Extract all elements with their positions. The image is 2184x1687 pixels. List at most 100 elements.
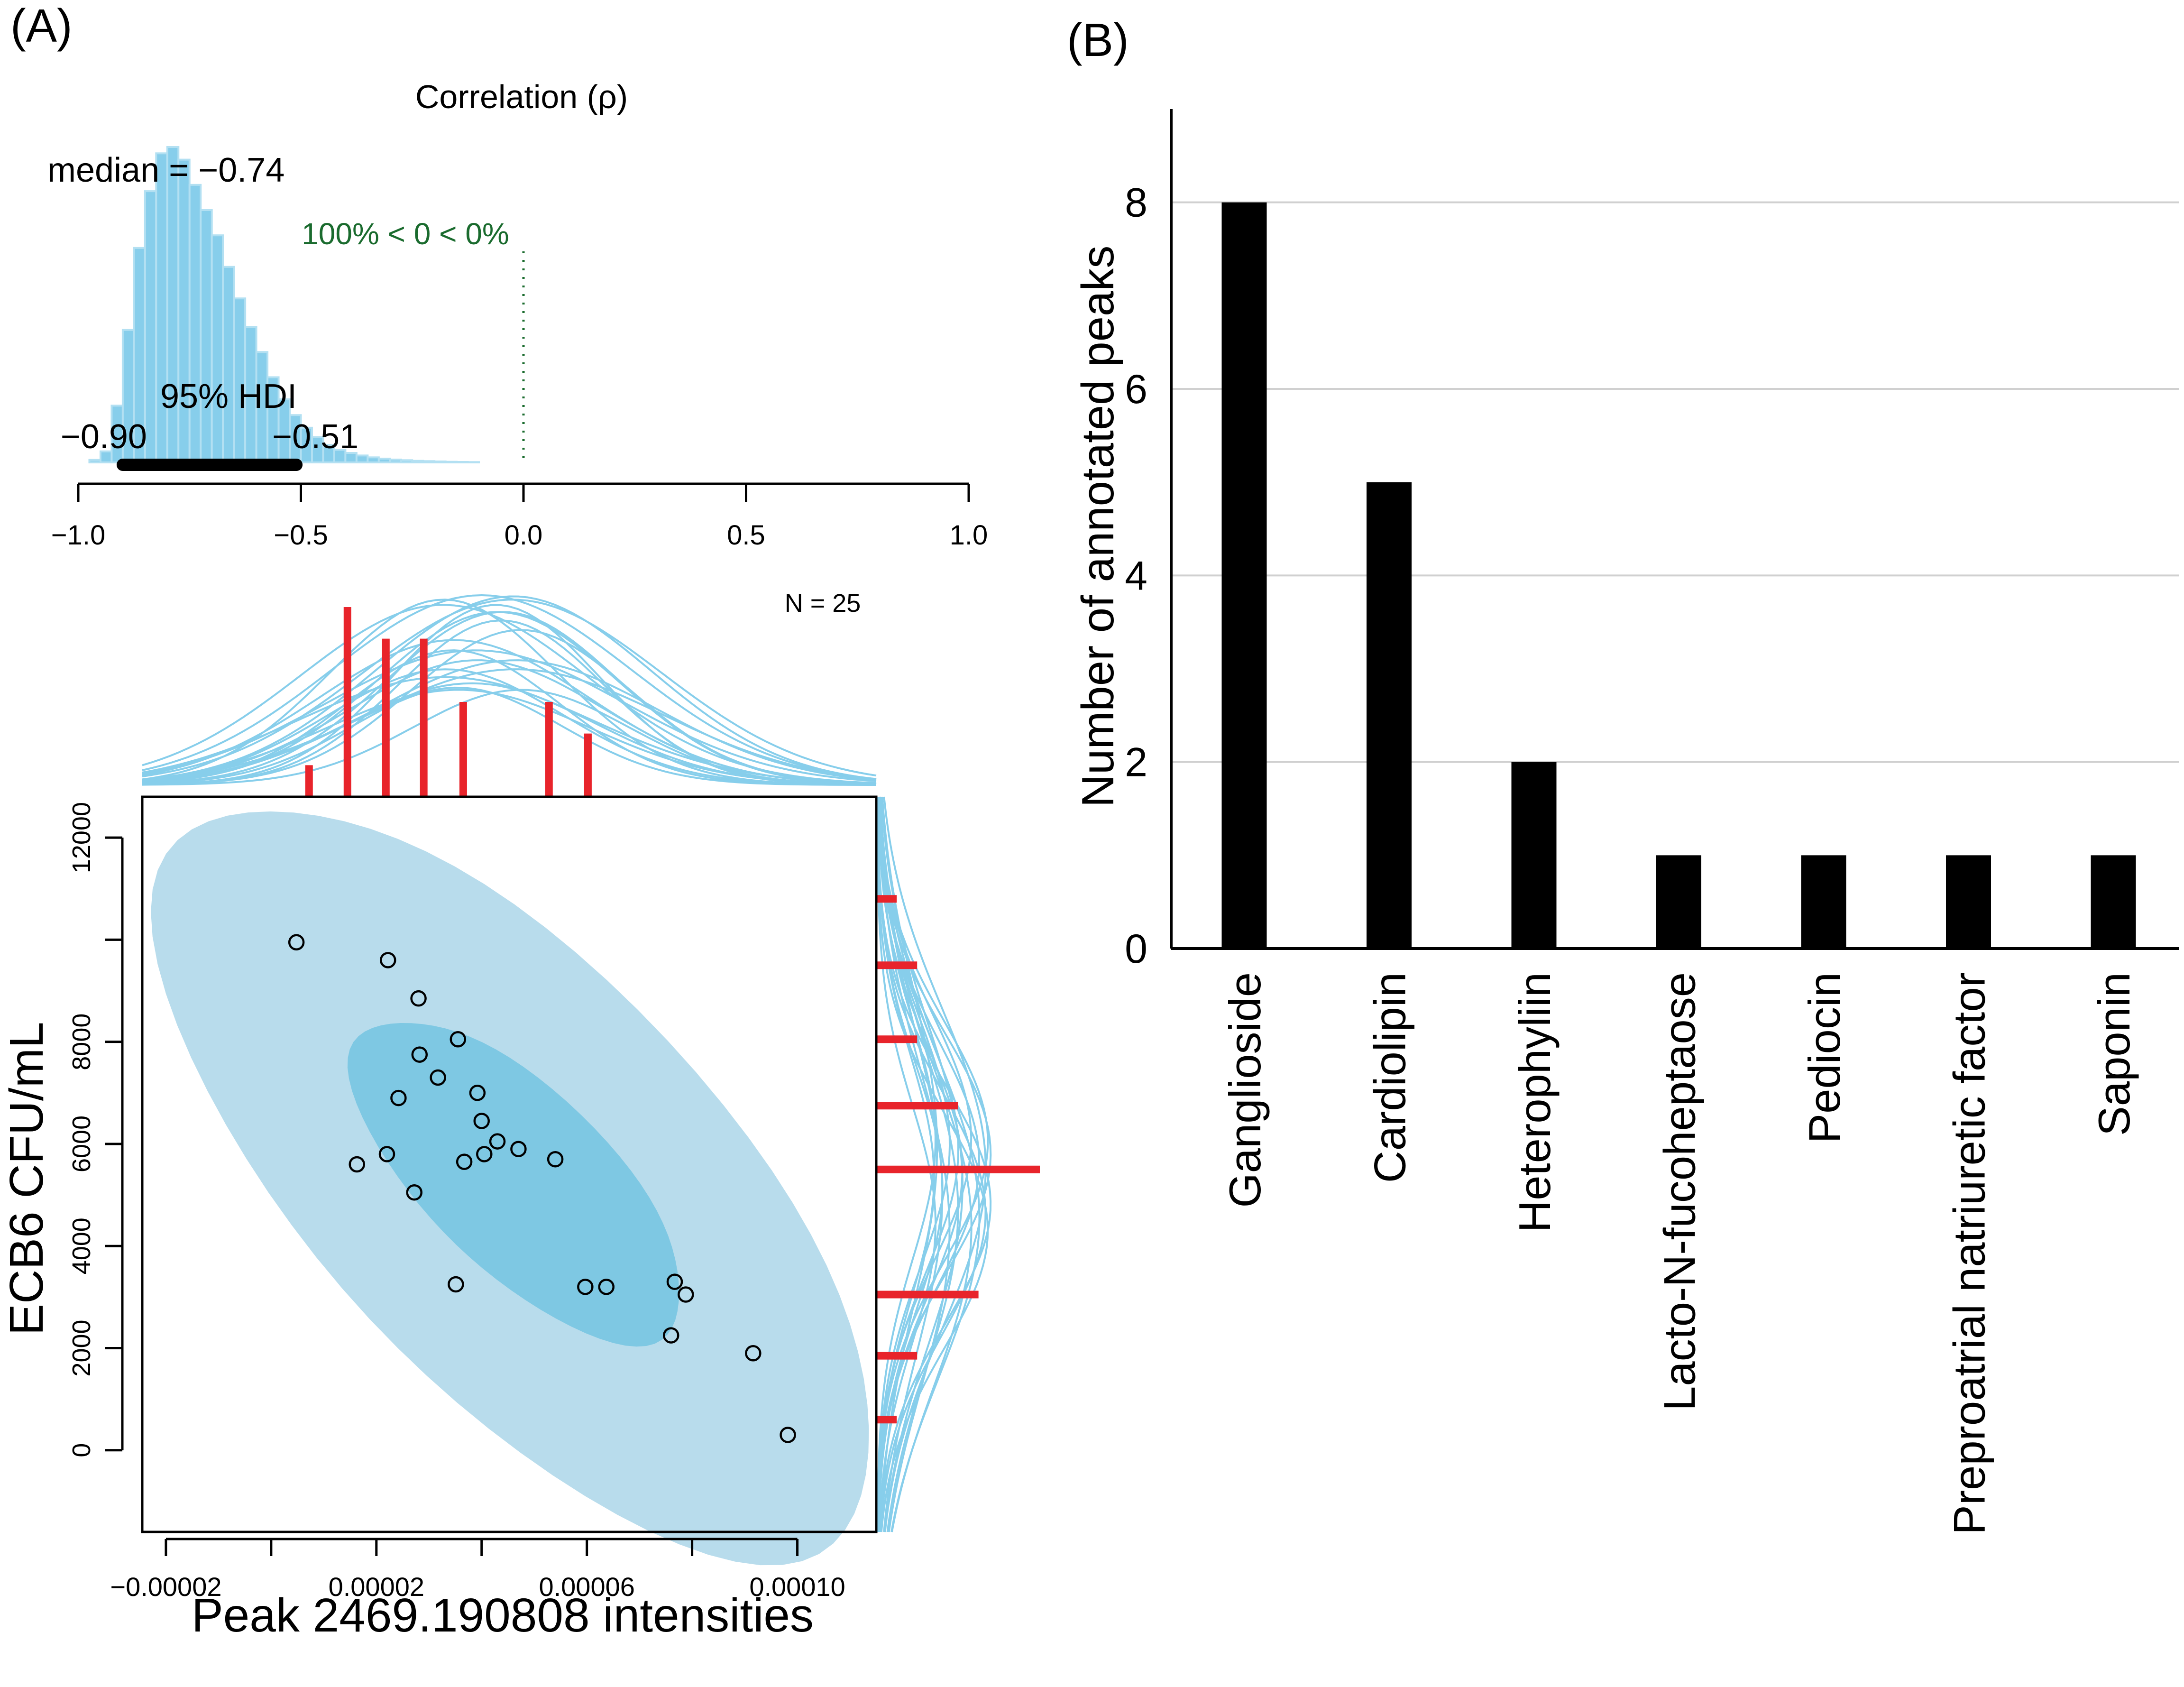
top-marginal-curve xyxy=(142,668,877,786)
histogram-bin xyxy=(367,456,380,463)
histogram-bin xyxy=(155,152,168,463)
scatter-x-label: Peak 2469.190808 intensities xyxy=(192,1589,814,1642)
bar-category-label: Heterophyliin xyxy=(1510,972,1560,1233)
scatter-point xyxy=(662,1327,679,1344)
bar-cardiolipin xyxy=(1367,482,1412,949)
scatter-point xyxy=(288,934,305,951)
posterior-tick-label: −0.5 xyxy=(274,520,328,551)
scatter-point xyxy=(577,1279,594,1295)
panel-label-a: (A) xyxy=(10,0,73,52)
scatter-point xyxy=(390,1089,407,1106)
bar-chart-panel: 0 2 4 6 8 Ganglioside Cardiolipin Heterophylii… xyxy=(1073,109,2179,1535)
top-marginal-histogram xyxy=(305,607,592,797)
panel-label-b: (B) xyxy=(1067,14,1129,66)
bar-ganglioside xyxy=(1221,202,1267,949)
bar-preproatrial-natriuretic-factor xyxy=(1946,855,1991,949)
bar-y-tick-label: 8 xyxy=(1125,180,1147,226)
bar-y-tick-label: 2 xyxy=(1125,740,1147,785)
posterior-x-axis: −1.0 −0.5 0.0 0.5 1.0 xyxy=(51,482,988,551)
scatter-point xyxy=(510,1141,527,1157)
top-marginal-curve xyxy=(142,594,877,780)
bar-chart-bars xyxy=(1221,202,2136,949)
scatter-x-tick-label: −0.00002 xyxy=(110,1572,221,1602)
scatter-y-label: ECB6 CFU/mL xyxy=(0,1022,53,1335)
scatter-point xyxy=(456,1153,473,1170)
scatter-y-tick-label: 6000 xyxy=(67,1115,96,1172)
bar-saponin xyxy=(2091,855,2136,949)
histogram-bin xyxy=(200,209,213,463)
n-label: N = 25 xyxy=(785,589,861,618)
top-marginal-curve xyxy=(142,611,877,785)
histogram-bin xyxy=(422,460,436,464)
top-marginal-curve xyxy=(142,689,877,786)
scatter-point xyxy=(448,1276,464,1293)
histogram-bin xyxy=(400,459,413,463)
bar-chart-y-axis: 0 2 4 6 8 xyxy=(1125,109,2179,972)
side-marginal-curve xyxy=(876,797,989,1532)
bar-heterophyliin xyxy=(1511,762,1557,949)
scatter-y-tick-label: 4000 xyxy=(67,1217,96,1274)
top-marginal-curve xyxy=(142,595,877,781)
histogram-bin xyxy=(433,461,447,464)
histogram-bin xyxy=(211,234,224,463)
top-marginal-curve xyxy=(142,599,877,778)
scatter-points xyxy=(288,934,796,1443)
side-marginal-curve xyxy=(876,797,936,1532)
histogram-bin xyxy=(355,454,369,463)
scatter-point xyxy=(379,952,396,968)
scatter-point xyxy=(666,1273,683,1290)
histogram-bin xyxy=(88,459,101,463)
scatter-point xyxy=(349,1156,365,1173)
scatter-y-tick-label: 8000 xyxy=(67,1014,96,1070)
scatter-point xyxy=(476,1146,493,1162)
posterior-panel: Correlation (ρ) 100% < 0 < 0% median = −… xyxy=(47,78,988,551)
top-marginal-curves xyxy=(142,594,877,786)
bar-chart-y-label: Number of annotated peaks xyxy=(1073,246,1123,808)
side-marginal-histogram xyxy=(876,895,1040,1424)
posterior-histogram xyxy=(88,146,480,464)
inner-credible-region xyxy=(347,1023,679,1347)
median-label: median = −0.74 xyxy=(47,151,284,189)
scatter-point xyxy=(411,1046,428,1063)
posterior-title: Correlation (ρ) xyxy=(415,78,628,115)
hdi-low-label: −0.90 xyxy=(61,418,147,456)
top-marginal-curve xyxy=(142,649,877,783)
scatter-point xyxy=(378,1146,395,1162)
posterior-tick-label: 0.0 xyxy=(505,520,543,551)
scatter-point xyxy=(450,1031,467,1048)
bar-category-label: Cardiolipin xyxy=(1365,972,1415,1183)
histogram-bin xyxy=(411,460,424,463)
side-marginal-curve xyxy=(877,796,960,1532)
scatter-plot-frame xyxy=(141,795,878,1533)
scatter-x-tick-label: 0.00010 xyxy=(749,1572,845,1602)
scatter-y-tick-label: 0 xyxy=(67,1443,96,1457)
bar-y-tick-label: 6 xyxy=(1125,367,1147,412)
histogram-bin xyxy=(188,184,202,463)
bar-chart-category-labels: Ganglioside Cardiolipin Heterophyliin Lacto… xyxy=(1220,972,2139,1535)
bar-y-tick-label: 4 xyxy=(1125,553,1147,599)
bar-category-label: Ganglioside xyxy=(1220,972,1270,1208)
hdi-regions xyxy=(151,811,869,1566)
scatter-y-axis: 0 2000 4000 6000 8000 12000 xyxy=(67,802,124,1457)
histogram-bin xyxy=(389,459,402,464)
histogram-bin xyxy=(377,458,391,464)
comparison-label: 100% < 0 < 0% xyxy=(302,217,509,251)
scatter-point xyxy=(473,1113,490,1129)
posterior-tick-label: 1.0 xyxy=(950,520,988,551)
scatter-y-tick-label: 2000 xyxy=(67,1319,96,1376)
scatter-point xyxy=(406,1184,422,1201)
bar-pediocin xyxy=(1801,855,1846,949)
scatter-x-axis: −0.00002 0.00002 0.00006 0.00010 xyxy=(110,1538,845,1602)
bar-category-label: Saponin xyxy=(2089,972,2139,1136)
hdi-high-label: −0.51 xyxy=(272,418,358,456)
scatter-point xyxy=(745,1345,762,1362)
scatter-y-tick-label: 12000 xyxy=(67,802,96,873)
posterior-tick-label: 0.5 xyxy=(727,520,765,551)
top-marginal-curve xyxy=(142,689,877,785)
scatter-point xyxy=(410,990,427,1007)
scatter-point xyxy=(489,1133,506,1150)
bar-category-label: Lacto-N-fucoheptaose xyxy=(1655,972,1705,1411)
scatter-point xyxy=(469,1085,486,1101)
scatter-point xyxy=(598,1279,615,1295)
